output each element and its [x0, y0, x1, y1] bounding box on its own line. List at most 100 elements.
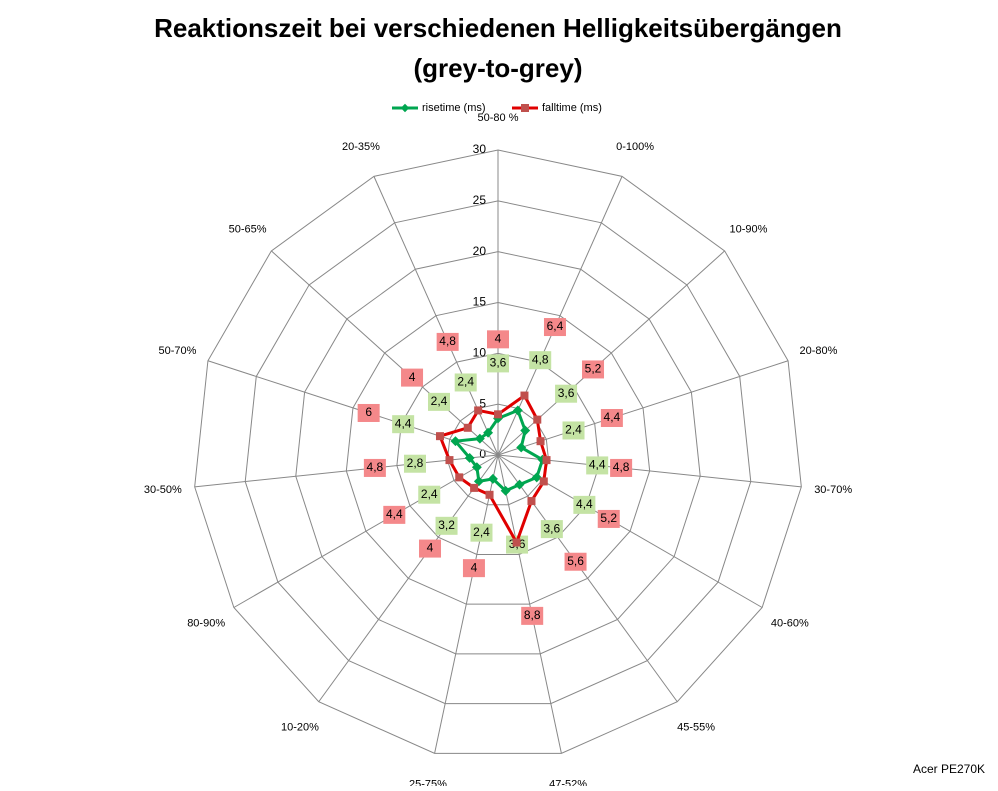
value-label: 2,4 [431, 394, 448, 408]
category-label: 47-52% [549, 779, 587, 786]
category-label: 45-55% [677, 722, 715, 734]
label-bg [487, 330, 509, 349]
point-marker [542, 456, 551, 465]
value-label: 5,2 [600, 511, 617, 525]
label-bg [436, 332, 459, 351]
label-bg [564, 552, 587, 571]
r-tick-label: 30 [473, 142, 487, 156]
category-label: 50-65% [229, 223, 267, 235]
r-tick-label: 0 [479, 447, 486, 461]
grid-ring [244, 200, 752, 705]
legend-label: falltime (ms) [542, 102, 602, 114]
point-marker [471, 462, 482, 473]
category-label: 50-70% [159, 345, 197, 357]
value-label: 4,4 [386, 507, 403, 521]
r-tick-label: 25 [473, 193, 487, 207]
point-marker [470, 483, 479, 492]
spoke [233, 454, 499, 608]
label-bg [582, 360, 605, 379]
legend-marker [400, 103, 410, 113]
value-label: 3,2 [438, 518, 455, 532]
label-bg [562, 421, 585, 440]
r-tick-label: 20 [473, 244, 487, 258]
category-label: 30-50% [144, 484, 182, 496]
series-line [452, 408, 545, 493]
r-tick-label: 5 [479, 396, 486, 410]
label-bg [357, 403, 380, 422]
label-bg [462, 559, 485, 578]
category-label: 10-90% [729, 223, 767, 235]
category-label: 40-60% [771, 617, 809, 629]
grid-ring [295, 251, 701, 655]
value-label: 4,8 [613, 460, 630, 474]
point-marker [516, 442, 527, 453]
point-marker [474, 433, 485, 444]
point-marker [473, 476, 484, 487]
r-tick-label: 10 [473, 346, 487, 360]
point-marker [527, 497, 536, 506]
label-bg [573, 495, 596, 514]
category-label: 20-80% [800, 345, 838, 357]
value-label: 2,4 [421, 487, 438, 501]
point-marker [512, 538, 521, 547]
label-bg [586, 456, 609, 475]
series-line [437, 393, 549, 547]
point-marker [536, 437, 545, 446]
value-label: 3,6 [490, 356, 507, 370]
value-label: 5,2 [585, 362, 602, 376]
label-bg [610, 458, 633, 477]
point-marker [520, 425, 531, 436]
value-label: 3,6 [543, 521, 560, 535]
value-label: 4,8 [532, 352, 549, 366]
value-label: 6,4 [547, 319, 564, 333]
category-label: 20-35% [342, 141, 380, 153]
value-label: 6 [365, 405, 372, 419]
spoke [318, 454, 499, 703]
point-marker [463, 423, 472, 432]
value-label: 2,4 [457, 375, 474, 389]
value-label: 8,8 [524, 608, 541, 622]
legend-label: risetime (ms) [422, 102, 486, 114]
chart-subtitle: (grey-to-grey) [413, 53, 582, 83]
label-bg [419, 539, 442, 558]
label-bg [435, 516, 458, 535]
value-label: 4 [409, 370, 416, 384]
value-label: 4 [427, 541, 434, 555]
point-marker [483, 427, 494, 438]
point-marker [487, 473, 498, 484]
label-bg [487, 354, 509, 373]
spoke [497, 454, 562, 754]
spoke [497, 454, 678, 703]
category-label: 80-90% [187, 617, 225, 629]
category-label: 25-75% [409, 779, 447, 786]
category-label: 50-80 % [478, 112, 519, 124]
point-marker [474, 406, 483, 415]
point-marker [520, 391, 529, 400]
point-marker [455, 473, 464, 482]
chart-title: Reaktionszeit bei verschiedenen Helligke… [154, 13, 842, 43]
value-label: 4,8 [367, 460, 384, 474]
spoke [271, 250, 499, 456]
value-label: 4,8 [439, 334, 456, 348]
point-marker [464, 453, 475, 463]
point-marker [533, 415, 542, 424]
label-bg [392, 415, 415, 434]
label-bg [427, 392, 450, 411]
category-label: 0-100% [616, 141, 654, 153]
grid-ring [345, 301, 651, 605]
point-marker [531, 472, 542, 483]
label-bg [555, 384, 578, 403]
grid-ring [396, 352, 600, 555]
label-bg [418, 485, 441, 504]
label-bg [454, 373, 477, 392]
label-bg [383, 505, 406, 524]
category-label: 10-20% [281, 722, 319, 734]
point-marker [512, 405, 523, 416]
value-label: 3,6 [558, 386, 575, 400]
value-label: 2,8 [407, 456, 424, 470]
category-label: 30-70% [814, 484, 852, 496]
spoke [497, 360, 789, 456]
footnote: Acer PE270K [913, 762, 985, 776]
value-label: 4,4 [576, 497, 593, 511]
